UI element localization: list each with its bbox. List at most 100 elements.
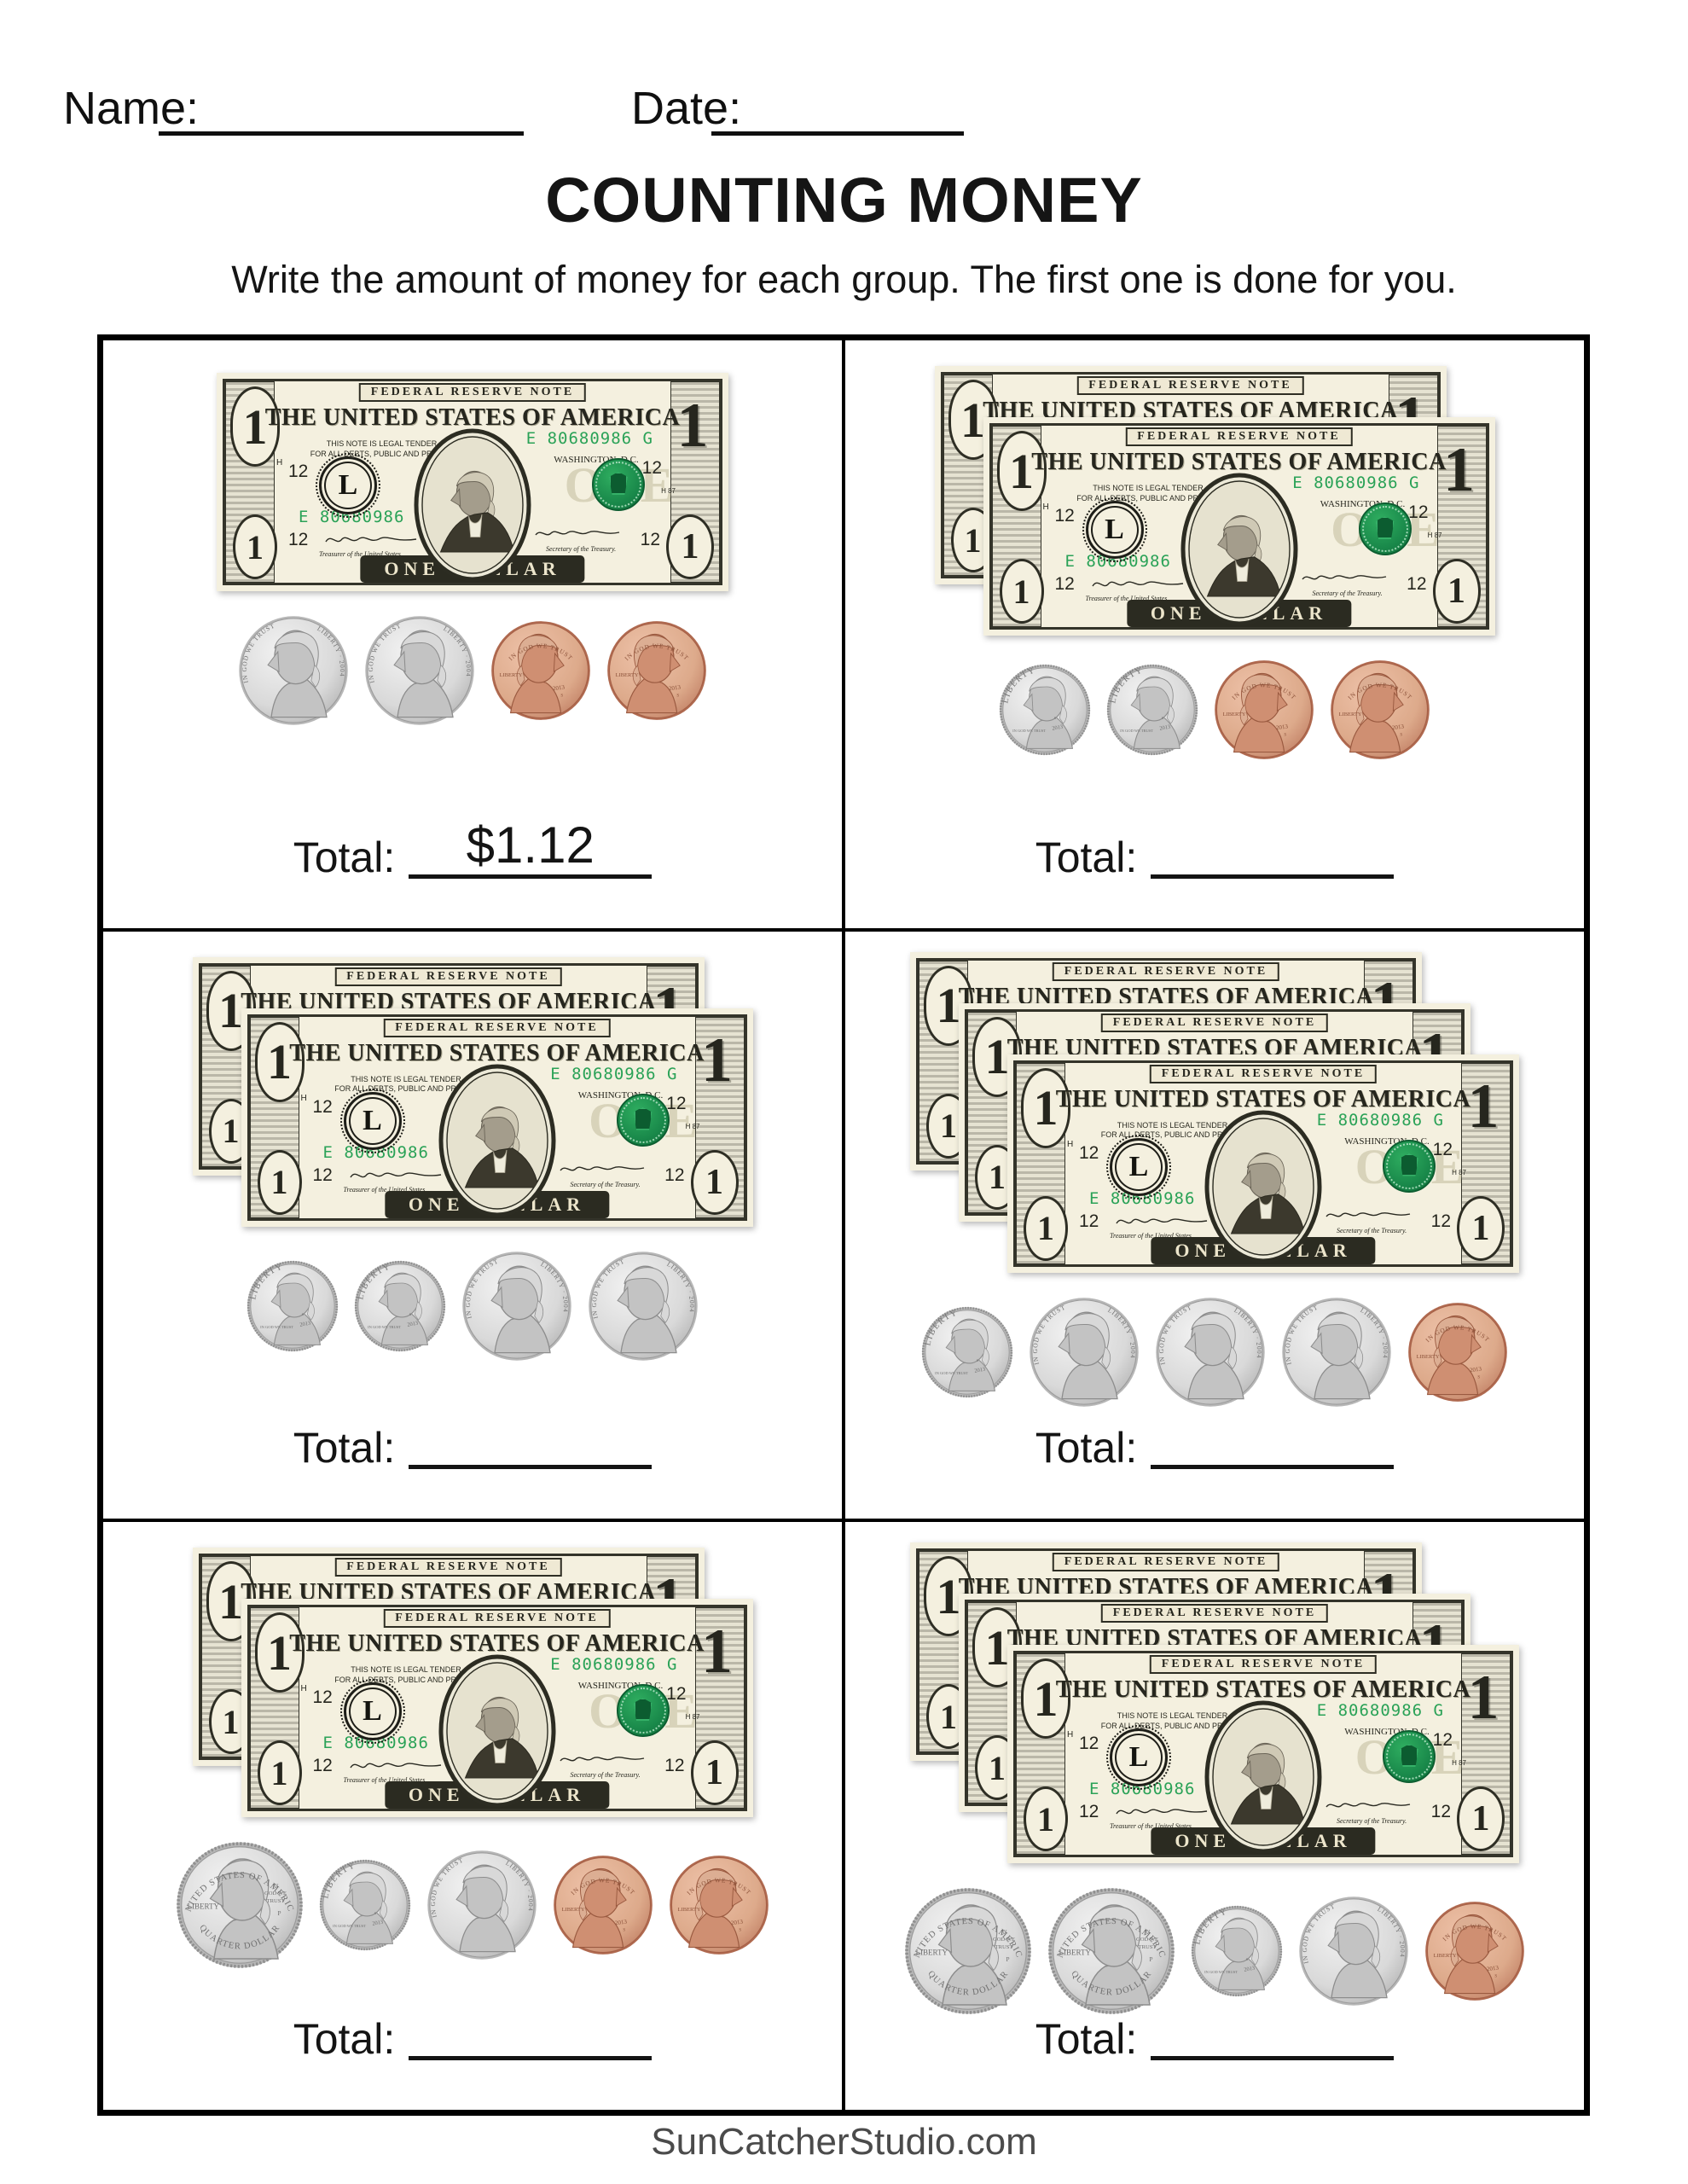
bill-district-seal: L	[316, 453, 380, 518]
signature-scribble	[349, 1171, 441, 1178]
bill-signature-left	[1115, 1213, 1210, 1233]
coin-inscription: LIBERTY	[1434, 1953, 1457, 1959]
bill-top-banner: FEDERAL RESERVE NOTE	[383, 1018, 611, 1037]
bill-district-number: 12	[312, 1756, 333, 1776]
bill-legal-line1: THIS NOTE IS LEGAL TENDER	[1117, 1711, 1228, 1721]
total-answer-line[interactable]	[409, 1996, 653, 2060]
bill-secretary-caption: Secretary of the Treasury.	[570, 1771, 641, 1780]
bill-district-number: 12	[1079, 1211, 1099, 1231]
bill-plate-letter: H	[1067, 1730, 1074, 1740]
bill-serial-number-top: E 80680986 G	[1316, 1701, 1444, 1721]
coin-row: UNITED STATES OF AMERICAQUARTER DOLLARLI…	[845, 1887, 1584, 2015]
bill-district-number: 12	[640, 530, 660, 549]
bill-corner-denomination: 1	[690, 1740, 739, 1806]
bill-country-title: THE UNITED STATES OF AMERICA	[264, 404, 681, 431]
washington-portrait	[438, 1654, 555, 1808]
coin-inscription: S	[1054, 716, 1057, 720]
bill-district-number: 12	[1407, 574, 1427, 594]
bill-corner-denomination: 1	[1457, 1195, 1505, 1261]
bill-district-number: 12	[1079, 1802, 1099, 1822]
bill-country-title: THE UNITED STATES OF AMERICA	[289, 1630, 705, 1658]
bill-treasury-seal	[1383, 1730, 1436, 1784]
bill-district-number: 12	[1408, 502, 1429, 522]
bill-signature-right	[1301, 571, 1389, 589]
coin-inscription: S	[302, 1311, 305, 1316]
bill-legal-line2: FOR ALL DEBTS, PUBLIC AND PRIVATE	[334, 1676, 478, 1685]
coin-inscription: 2013	[1391, 723, 1405, 731]
bill-district-number: 12	[1432, 1730, 1453, 1751]
coin-inscription: IN GOD WE TRUST	[260, 1325, 293, 1329]
signature-scribble	[1325, 1803, 1411, 1808]
coin-inscription: S	[560, 694, 563, 699]
coin-nickel: IN GOD WE TRUST LIBERTY · 2004	[462, 1251, 571, 1361]
coin-inscription: P	[1150, 1956, 1153, 1963]
coin-inscription: IN GOD WE TRUST	[1120, 729, 1153, 733]
coin-inscription: LIBERTY	[1339, 712, 1362, 717]
bill-secretary-caption: Secretary of the Treasury.	[570, 1180, 641, 1188]
signature-scribble	[1091, 581, 1183, 587]
total-answer-line[interactable]: $1.12	[409, 815, 653, 879]
coin-inscription: 2013	[1244, 1966, 1256, 1973]
bill-portrait-frame	[1180, 472, 1299, 627]
bill-district-number: 12	[664, 1756, 685, 1776]
coin-inscription: S	[739, 1929, 741, 1933]
bill-treasurer-caption: Treasurer of the United States.	[1110, 1231, 1193, 1240]
bill-plate-letter: H	[1067, 1139, 1074, 1149]
bill-district-seal: L	[339, 1679, 405, 1745]
bill-border-frame	[247, 1014, 747, 1221]
coin-nickel: IN GOD WE TRUST LIBERTY · 2004	[365, 616, 474, 725]
coin-inscription: TRUST	[1139, 1944, 1157, 1950]
bill-plate-note: H 87	[685, 1122, 700, 1130]
bill-legal-line2: FOR ALL DEBTS, PUBLIC AND PRIVATE	[1100, 1722, 1244, 1731]
bill-signature-left	[349, 1757, 444, 1777]
bill-corner-denomination: 1	[257, 1740, 302, 1806]
total-label: Total:	[1035, 833, 1138, 881]
bill-legal-line2: FOR ALL DEBTS, PUBLIC AND PRIVATE	[1076, 493, 1220, 502]
bill-corner-denomination: 1	[1021, 1067, 1070, 1148]
bill-corner-denomination: 1	[666, 514, 714, 579]
bill-country-title: THE UNITED STATES OF AMERICA	[289, 1039, 705, 1066]
signature-scribble	[1116, 1809, 1208, 1815]
total-answer-line[interactable]	[1151, 1405, 1395, 1470]
coin-inscription: 2013	[974, 1366, 986, 1374]
name-write-line[interactable]	[159, 131, 524, 136]
total-answer-line[interactable]	[1151, 815, 1395, 879]
coin-inscription: S	[623, 1929, 625, 1933]
bill-corner-denomination: 1	[1432, 559, 1481, 624]
bill-country-title: THE UNITED STATES OF AMERICA	[1055, 1676, 1471, 1704]
signature-scribble	[1116, 1217, 1208, 1224]
total-answer-line[interactable]	[1151, 1996, 1395, 2060]
bill-district-number: 12	[1430, 1802, 1451, 1822]
coin-quarter: UNITED STATES OF AMERICAQUARTER DOLLARLI…	[1047, 1887, 1175, 2015]
bill-top-banner: FEDERAL RESERVE NOTE	[1052, 961, 1280, 981]
bill-district-number: 12	[1430, 1211, 1451, 1231]
total-answer-line[interactable]	[409, 1405, 653, 1470]
bill-top-banner: FEDERAL RESERVE NOTE	[1052, 1553, 1280, 1572]
bill-plate-note: H 87	[1427, 531, 1442, 539]
coin-inscription: LIBERTY	[500, 672, 523, 678]
washington-portrait	[438, 1064, 555, 1217]
coin-inscription: S	[977, 1357, 979, 1362]
signature-scribble	[535, 531, 620, 536]
bill-treasurer-caption: Treasurer of the United States.	[343, 1776, 427, 1785]
date-write-line[interactable]	[711, 131, 964, 136]
bill-district-number: 12	[312, 1096, 333, 1117]
bill-signature-left	[1115, 1804, 1210, 1823]
bill-treasury-seal	[592, 458, 645, 511]
bill-plate-note: H 87	[1452, 1168, 1466, 1176]
bill-top-banner: FEDERAL RESERVE NOTE	[358, 383, 587, 402]
bill-signature-right	[534, 526, 623, 544]
